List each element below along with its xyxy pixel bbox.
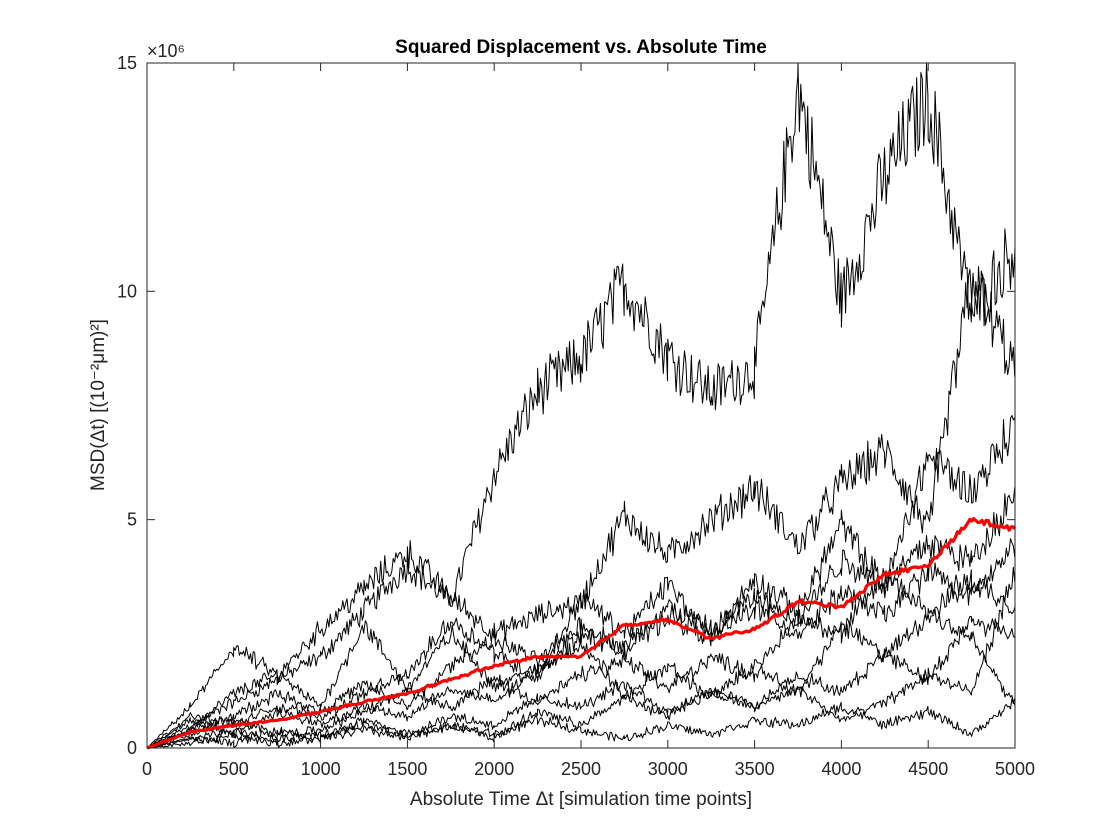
y-tick-label: 15 xyxy=(117,53,137,73)
x-tick-label: 4000 xyxy=(821,759,861,779)
trajectory-line xyxy=(146,538,1016,749)
x-tick-label: 3000 xyxy=(648,759,688,779)
x-axis-label: Absolute Time Δt [simulation time points… xyxy=(410,789,752,810)
x-tick-label: 2000 xyxy=(474,759,514,779)
x-tick-label: 1000 xyxy=(301,759,341,779)
trajectory-line xyxy=(146,568,1016,749)
chart-title: Squared Displacement vs. Absolute Time xyxy=(395,37,767,58)
trajectory-line xyxy=(146,415,1016,749)
trajectory-line xyxy=(146,566,1016,749)
trajectory-line xyxy=(146,698,1016,749)
trajectory-line xyxy=(146,569,1016,749)
x-tick-label: 2500 xyxy=(561,759,601,779)
x-tick-label: 5000 xyxy=(995,759,1035,779)
trajectory-line xyxy=(146,615,1016,749)
x-tick-label: 4500 xyxy=(908,759,948,779)
x-tick-label: 1500 xyxy=(387,759,427,779)
trajectory-line xyxy=(146,62,1016,749)
trajectory-line xyxy=(146,266,1016,749)
x-tick-label: 0 xyxy=(142,759,152,779)
y-tick-label: 0 xyxy=(127,738,137,758)
trajectory-line xyxy=(146,487,1016,749)
y-axis-label: MSD(Δt) [(10⁻²μm)²] xyxy=(88,319,109,491)
y-exponent-label: ×10⁶ xyxy=(147,41,185,61)
mean-msd-line xyxy=(146,516,1017,750)
series-layer xyxy=(146,62,1017,750)
x-axis-ticks: 0 500 1000 1500 2000 2500 3000 3500 4000 4500 5000 xyxy=(142,63,1035,779)
y-tick-label: 10 xyxy=(117,281,137,301)
x-tick-label: 500 xyxy=(219,759,249,779)
y-axis-ticks: 0 5 10 15 xyxy=(117,53,1015,758)
x-tick-label: 3500 xyxy=(735,759,775,779)
y-tick-label: 5 xyxy=(127,510,137,530)
